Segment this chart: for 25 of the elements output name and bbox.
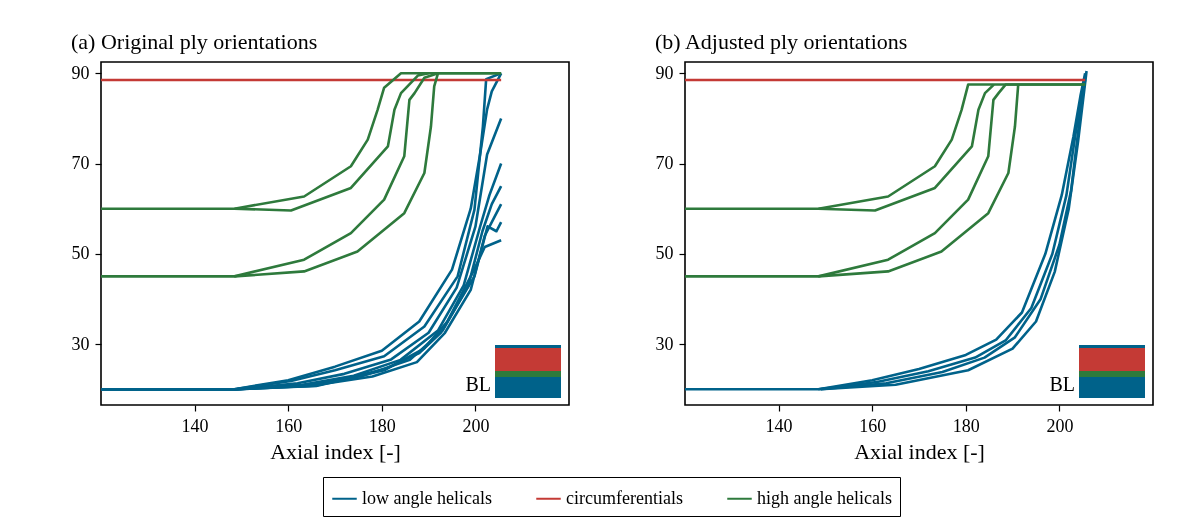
y-tick-label: 70 [655, 153, 674, 174]
chart-title: (a) Original ply orientations [71, 29, 318, 54]
x-tick-label: 200 [462, 415, 490, 436]
y-tick-label: 30 [655, 333, 674, 354]
x-tick-label: 180 [368, 415, 396, 436]
x-tick-label: 180 [952, 415, 980, 436]
legend-label: low angle helicals [362, 487, 492, 508]
y-tick-label: 90 [655, 62, 674, 83]
y-tick-label: 30 [71, 333, 90, 354]
x-tick-label: 160 [275, 415, 303, 436]
y-tick-label: 50 [655, 243, 674, 264]
x-axis-title: Axial index [-] [854, 438, 985, 464]
legend-label: high angle helicals [757, 487, 892, 508]
annotation: BL [1049, 373, 1075, 395]
x-tick-label: 160 [859, 415, 887, 436]
x-tick-label: 200 [1046, 415, 1074, 436]
y-tick-label: 70 [71, 153, 90, 174]
x-axis-title: Axial index [-] [270, 438, 401, 464]
annotation: BL [465, 373, 491, 395]
x-tick-label: 140 [765, 415, 793, 436]
legend-label: circumferentials [566, 487, 683, 508]
y-tick-label: 90 [71, 62, 90, 83]
chart-title: (b) Adjusted ply orientations [655, 29, 908, 54]
y-tick-label: 50 [71, 243, 90, 264]
x-tick-label: 140 [181, 415, 209, 436]
